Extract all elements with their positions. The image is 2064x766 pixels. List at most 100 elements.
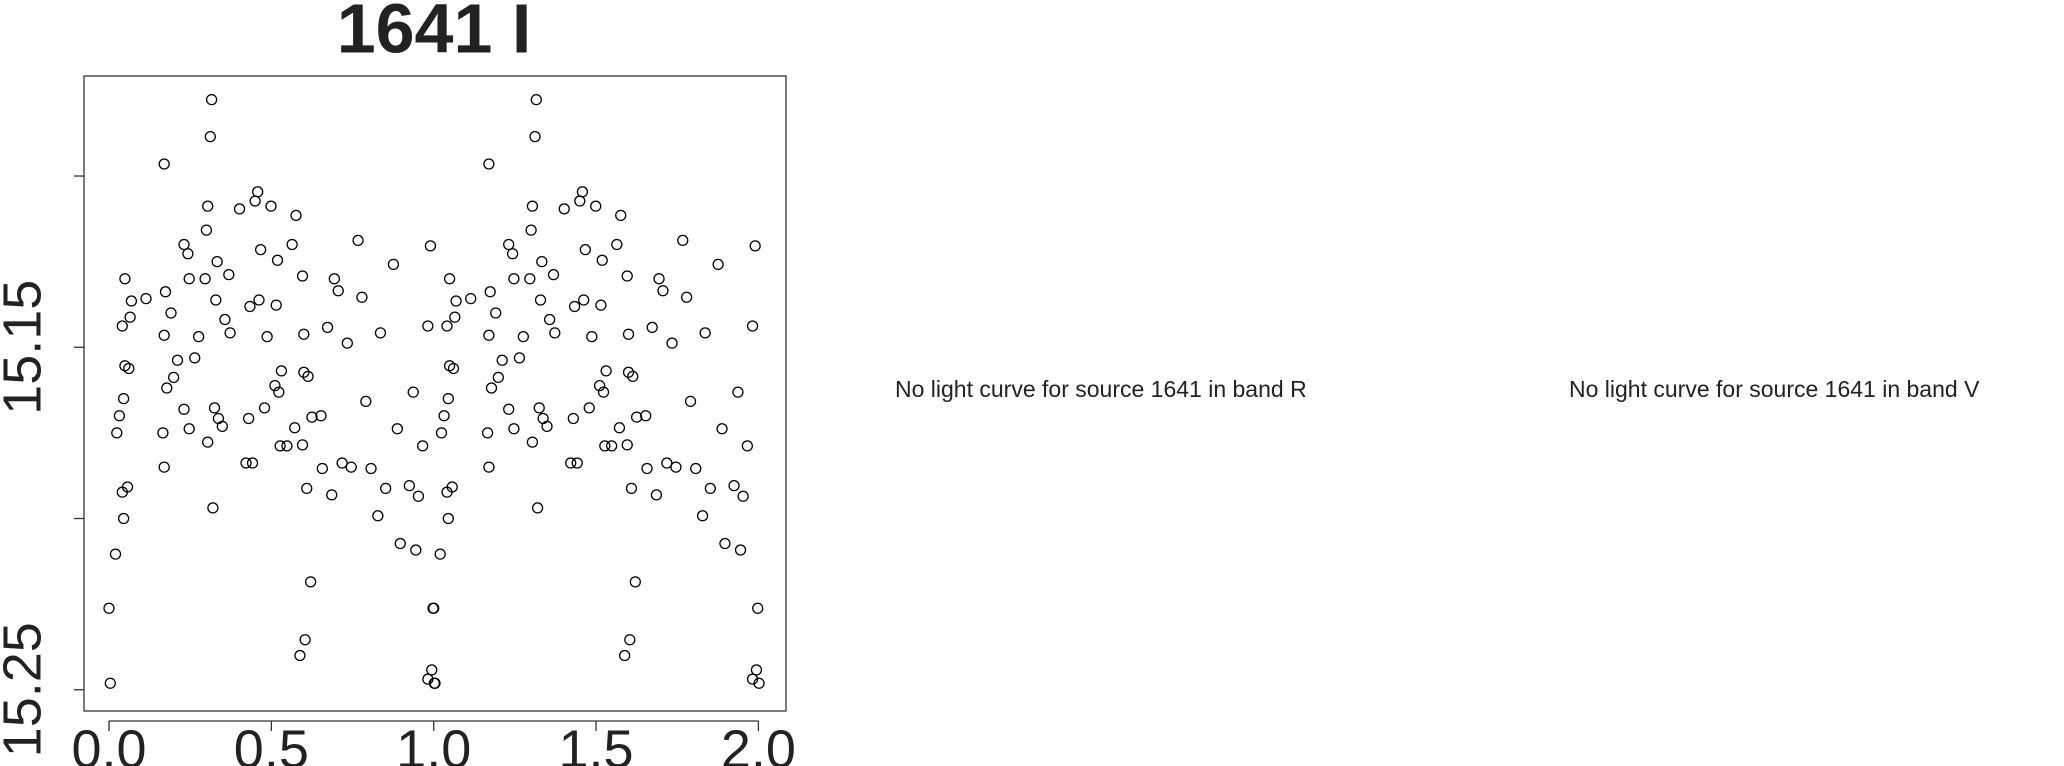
point <box>304 576 317 588</box>
point <box>113 410 126 422</box>
point <box>627 370 639 383</box>
point <box>622 328 635 340</box>
point <box>123 362 135 375</box>
point <box>271 254 284 266</box>
point <box>360 395 372 408</box>
point <box>140 292 152 305</box>
point <box>253 294 265 306</box>
point <box>615 209 627 222</box>
point <box>571 457 583 469</box>
point <box>485 382 498 394</box>
point <box>379 482 392 495</box>
point <box>621 439 633 451</box>
point <box>446 481 458 493</box>
point <box>506 248 519 260</box>
point <box>749 240 761 252</box>
point <box>158 158 170 170</box>
point <box>183 423 195 435</box>
point <box>223 269 235 281</box>
point <box>249 195 261 207</box>
point <box>258 402 271 414</box>
point <box>599 440 611 452</box>
point <box>590 200 602 212</box>
point <box>728 479 740 492</box>
point <box>517 330 529 343</box>
point <box>336 457 348 469</box>
point <box>159 286 172 298</box>
point <box>289 422 301 434</box>
point <box>281 440 293 452</box>
x-tick-label: 0.0 <box>71 719 146 766</box>
point <box>116 320 128 332</box>
point <box>345 461 357 473</box>
point <box>296 439 309 451</box>
point <box>503 238 515 251</box>
point <box>426 664 438 676</box>
point <box>670 461 682 473</box>
point <box>646 321 658 334</box>
point <box>321 321 334 334</box>
point <box>465 292 477 305</box>
point <box>422 320 434 332</box>
point <box>394 537 406 550</box>
point <box>625 482 638 495</box>
point <box>121 481 134 493</box>
point <box>441 320 453 332</box>
point <box>629 576 641 588</box>
point <box>224 327 236 339</box>
point <box>543 313 556 326</box>
point <box>442 392 454 405</box>
point <box>524 273 536 285</box>
point <box>567 412 579 425</box>
point <box>593 379 606 392</box>
point <box>157 427 169 439</box>
point <box>387 258 400 271</box>
point <box>531 502 544 514</box>
point <box>158 461 170 473</box>
point <box>167 371 180 384</box>
point <box>741 440 754 452</box>
point <box>496 354 508 366</box>
point <box>372 510 384 522</box>
point <box>699 327 711 339</box>
point <box>182 248 194 260</box>
point <box>205 93 218 106</box>
point <box>666 337 678 349</box>
point <box>684 395 697 408</box>
point <box>746 320 759 332</box>
point <box>447 362 460 375</box>
point <box>265 200 277 212</box>
point <box>752 602 764 614</box>
point <box>219 313 231 326</box>
point <box>391 423 403 435</box>
point <box>352 234 364 247</box>
point <box>103 602 115 614</box>
point <box>578 294 590 306</box>
y-tick-label: 15.15 <box>0 280 52 415</box>
point <box>299 634 311 646</box>
point <box>618 649 631 662</box>
point <box>583 402 595 414</box>
point <box>274 440 286 452</box>
plot-frame <box>83 75 787 712</box>
point <box>716 423 728 435</box>
x-tick-label: 0.5 <box>234 719 309 766</box>
point <box>483 158 495 170</box>
y-tick-label: 15.25 <box>0 622 52 757</box>
point <box>558 203 570 215</box>
point <box>503 403 515 415</box>
point <box>732 386 744 398</box>
point <box>165 307 177 319</box>
annotation: No light curve for source 1641 in band R <box>895 376 1307 402</box>
point <box>161 382 173 394</box>
point <box>298 366 310 378</box>
point <box>326 489 338 501</box>
point <box>525 224 537 236</box>
point <box>574 195 586 207</box>
point <box>611 238 623 251</box>
point <box>442 512 454 525</box>
point <box>199 273 211 285</box>
point <box>328 273 340 285</box>
point <box>568 300 581 313</box>
point <box>746 673 759 685</box>
